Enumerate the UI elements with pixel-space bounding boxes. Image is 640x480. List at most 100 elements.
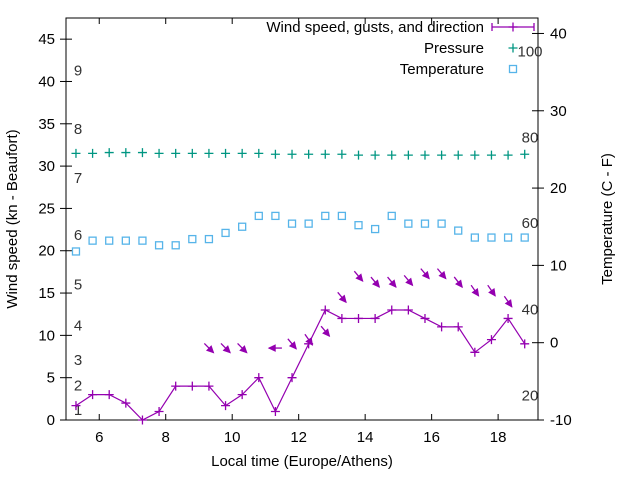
fahrenheit-label: 40 (522, 302, 539, 319)
data-point-marker (287, 219, 297, 228)
legend-label: Pressure (424, 40, 484, 57)
data-point-marker (137, 148, 147, 158)
wind-arrow (370, 276, 381, 288)
x-tick-label: 18 (490, 429, 507, 446)
x-axis-title: Local time (Europe/Athens) (211, 453, 393, 470)
y-right-tick-label: 0 (550, 335, 558, 352)
data-point-marker (171, 148, 181, 158)
wind-arrow (436, 268, 447, 280)
data-point-marker (254, 148, 264, 158)
data-point-marker (321, 211, 330, 221)
beaufort-label: 7 (74, 170, 82, 187)
data-point-marker (370, 150, 380, 160)
y-left-tick-label: 15 (38, 285, 55, 302)
wind-arrow-head (405, 277, 414, 287)
data-point-marker (204, 234, 214, 244)
x-tick-label: 14 (357, 429, 374, 446)
beaufort-scale-labels: 1 2 3 4 5 6 7 8 9 (74, 63, 82, 419)
x-tick-label: 12 (290, 429, 307, 446)
data-point-marker (171, 381, 181, 391)
wind-arrow (267, 344, 282, 352)
data-point-marker (137, 415, 147, 425)
data-point-marker (304, 219, 313, 228)
x-tick-label: 8 (162, 429, 170, 446)
data-point-marker (287, 149, 297, 159)
wind-arrow (320, 325, 331, 337)
wind-arrow-head (222, 345, 231, 354)
data-point-marker (221, 148, 231, 158)
axis-titles: Local time (Europe/Athens) Wind speed (kn… (4, 129, 616, 470)
data-point-marker (121, 398, 131, 408)
data-point-marker (403, 150, 413, 160)
beaufort-label: 3 (74, 352, 82, 369)
data-point-marker (154, 241, 164, 250)
y-right-tick-label: 30 (550, 103, 567, 120)
legend-marker (508, 64, 518, 74)
wind-arrow-head (388, 279, 397, 288)
y-axis-right: -10 0 10 20 30 40 (532, 25, 572, 429)
data-point-marker (154, 148, 164, 158)
data-point-marker (320, 305, 330, 315)
y-axis-left-title: Wind speed (kn - Beaufort) (4, 129, 21, 308)
data-point-marker (254, 211, 263, 221)
data-point-marker (420, 313, 430, 323)
data-point-marker (187, 148, 197, 158)
data-point-marker (387, 150, 397, 160)
data-point-marker (503, 150, 513, 160)
wind-arrow (470, 284, 480, 297)
data-point-marker (221, 401, 231, 411)
data-point-marker (287, 373, 297, 383)
wind-arrow (237, 343, 248, 354)
series-temperature (71, 211, 529, 256)
y-left-tick-label: 35 (38, 116, 55, 133)
beaufort-label: 1 (74, 402, 82, 419)
legend-label: Temperature (400, 61, 484, 78)
y-left-tick-label: 25 (38, 200, 55, 217)
beaufort-label: 4 (74, 317, 82, 334)
beaufort-label: 2 (74, 377, 82, 394)
wind-arrow-head (471, 288, 480, 297)
wind-arrow (503, 295, 513, 308)
wind-arrow (287, 338, 297, 350)
wind-arrow-head (322, 328, 331, 337)
data-point-marker (470, 347, 480, 357)
data-point-marker (403, 305, 413, 315)
data-point-marker (171, 241, 180, 250)
fahrenheit-label: 80 (522, 129, 539, 146)
data-point-marker (88, 148, 98, 158)
wind-arrow-head (355, 273, 364, 282)
data-point-marker (454, 226, 463, 235)
data-point-marker (420, 150, 430, 160)
data-point-marker (503, 313, 513, 323)
x-axis: 6 8 10 12 14 16 18 (95, 18, 506, 446)
fahrenheit-label: 100 (517, 43, 542, 60)
data-point-marker (370, 224, 380, 234)
y-left-tick-label: 5 (47, 370, 55, 387)
data-point-marker (337, 313, 347, 323)
data-point-marker (320, 149, 330, 159)
wind-arrow-head (438, 270, 447, 280)
plot-frame (65, 17, 539, 421)
y-right-tick-label: 40 (550, 25, 567, 42)
data-point-marker (105, 236, 114, 245)
y-left-tick-label: 20 (38, 243, 55, 260)
data-point-marker (470, 150, 480, 160)
data-point-marker (437, 150, 447, 160)
data-point-marker (138, 236, 147, 245)
wind-arrow (453, 276, 463, 289)
y-left-tick-label: 40 (38, 73, 55, 90)
legend-label: Wind speed, gusts, and direction (266, 19, 484, 36)
data-point-marker (486, 335, 496, 345)
data-point-marker (453, 150, 463, 160)
data-point-marker (304, 149, 314, 159)
beaufort-label: 8 (74, 121, 82, 138)
data-point-marker (71, 401, 81, 411)
data-point-marker (237, 390, 247, 400)
data-point-marker (503, 233, 513, 242)
data-point-marker (387, 305, 397, 315)
data-point-marker (520, 339, 530, 349)
x-tick-label: 16 (423, 429, 440, 446)
data-point-marker (154, 407, 164, 417)
data-point-marker (370, 313, 380, 323)
